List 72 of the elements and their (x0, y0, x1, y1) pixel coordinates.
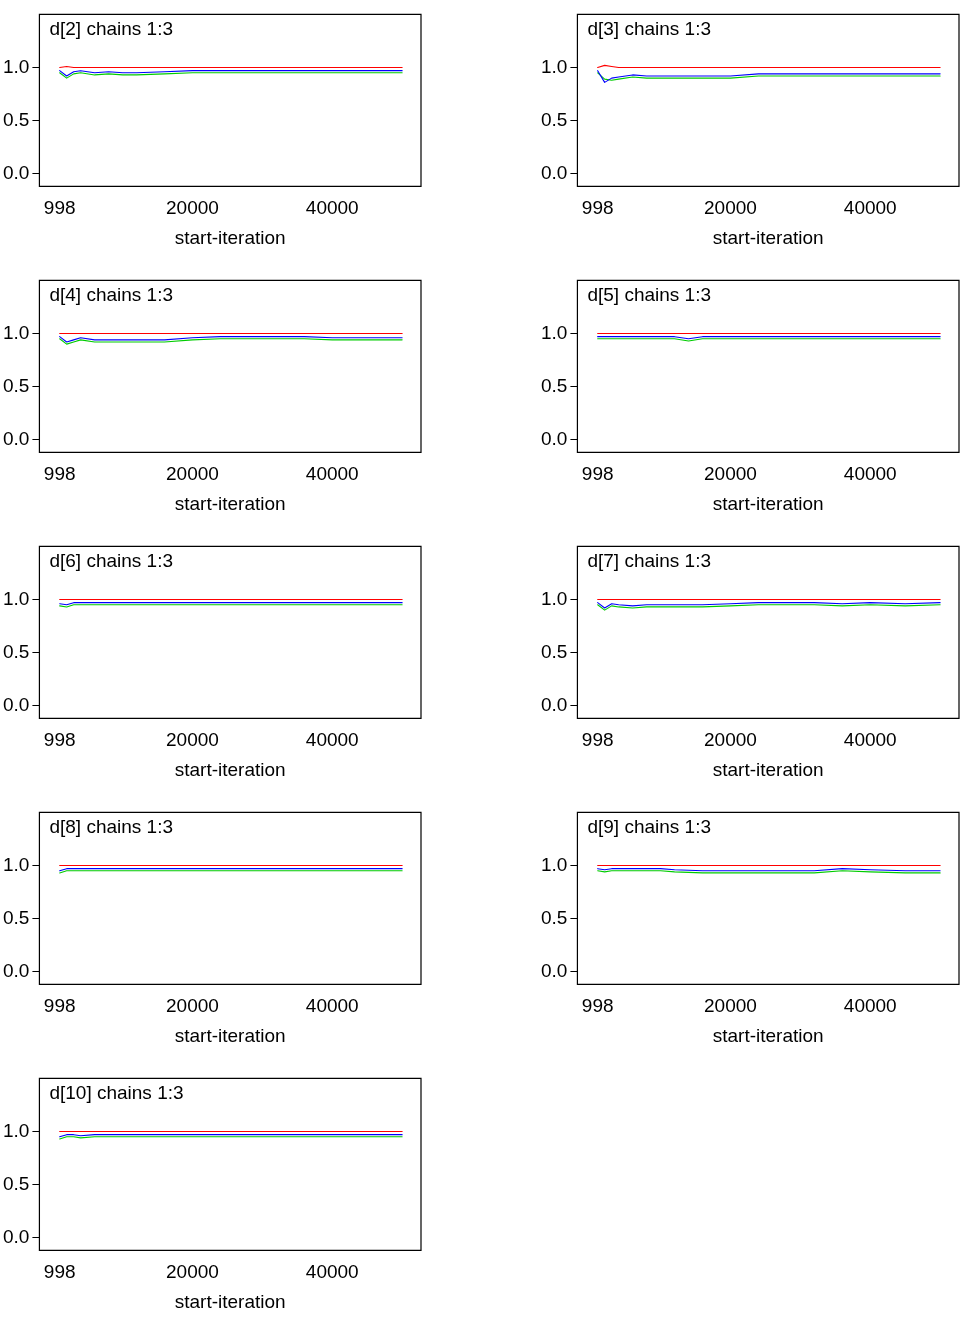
y-tick-label: 0.5 (540, 108, 568, 130)
y-tick-label: 1.0 (540, 853, 568, 875)
chart-title: d[7] chains 1:3 (587, 550, 712, 572)
y-tick-label: 1.0 (540, 321, 568, 343)
y-tick-label: 0.0 (540, 693, 568, 715)
y-tick-label: 0.5 (2, 1172, 30, 1194)
chart-title: d[3] chains 1:3 (587, 18, 712, 40)
y-tick-label: 0.0 (2, 427, 30, 449)
y-tick-label: 1.0 (540, 587, 568, 609)
x-tick-label: 40000 (305, 197, 359, 219)
y-tick-label: 0.5 (2, 108, 30, 130)
x-tick-label: 20000 (166, 463, 219, 485)
chart-title: d[8] chains 1:3 (49, 816, 174, 838)
x-tick-label: 40000 (843, 729, 897, 751)
x-axis-title: start-iteration (174, 1290, 286, 1312)
x-tick-label: 20000 (704, 729, 757, 751)
y-tick-label: 1.0 (540, 55, 568, 77)
y-tick-label: 1.0 (2, 587, 30, 609)
x-axis-title: start-iteration (174, 758, 286, 780)
x-axis-title: start-iteration (712, 492, 824, 514)
x-tick-label: 40000 (843, 995, 897, 1017)
y-tick-label: 0.0 (2, 161, 30, 183)
x-tick-label: 20000 (166, 995, 219, 1017)
y-tick-label: 1.0 (2, 55, 30, 77)
x-axis-title: start-iteration (174, 226, 286, 248)
x-tick-label: 20000 (704, 995, 757, 1017)
x-tick-label: 998 (581, 729, 614, 751)
x-tick-label: 998 (581, 995, 614, 1017)
y-tick-label: 0.0 (540, 427, 568, 449)
x-axis-title: start-iteration (174, 1024, 286, 1046)
y-tick-label: 1.0 (2, 853, 30, 875)
x-tick-label: 998 (43, 197, 76, 219)
y-tick-label: 1.0 (2, 321, 30, 343)
x-tick-label: 998 (581, 463, 614, 485)
x-tick-label: 40000 (843, 197, 897, 219)
x-tick-label: 20000 (166, 197, 219, 219)
x-tick-label: 20000 (704, 197, 757, 219)
x-axis-title: start-iteration (712, 226, 824, 248)
x-axis-title: start-iteration (174, 492, 286, 514)
y-tick-label: 0.5 (540, 906, 568, 928)
y-tick-label: 0.5 (540, 640, 568, 662)
chart-title: d[5] chains 1:3 (587, 284, 712, 306)
x-tick-label: 998 (581, 197, 614, 219)
y-tick-label: 1.0 (2, 1119, 30, 1141)
y-tick-label: 0.5 (2, 906, 30, 928)
x-tick-label: 40000 (305, 1261, 359, 1283)
y-tick-label: 0.5 (2, 374, 30, 396)
x-axis-title: start-iteration (712, 758, 824, 780)
y-tick-label: 0.0 (540, 959, 568, 981)
x-tick-label: 998 (43, 1261, 76, 1283)
chart-title: d[2] chains 1:3 (49, 18, 174, 40)
x-tick-label: 40000 (305, 729, 359, 751)
y-tick-label: 0.0 (2, 959, 30, 981)
y-tick-label: 0.0 (540, 161, 568, 183)
y-tick-label: 0.5 (2, 640, 30, 662)
x-tick-label: 40000 (843, 463, 897, 485)
x-tick-label: 20000 (166, 1261, 219, 1283)
chart-title: d[10] chains 1:3 (49, 1082, 184, 1104)
y-tick-label: 0.5 (540, 374, 568, 396)
x-tick-label: 20000 (704, 463, 757, 485)
x-tick-label: 40000 (305, 463, 359, 485)
x-axis-title: start-iteration (712, 1024, 824, 1046)
x-tick-label: 998 (43, 729, 76, 751)
x-tick-label: 20000 (166, 729, 219, 751)
x-tick-label: 998 (43, 995, 76, 1017)
y-tick-label: 0.0 (2, 1225, 30, 1247)
chart-title: d[6] chains 1:3 (49, 550, 174, 572)
x-tick-label: 998 (43, 463, 76, 485)
y-tick-label: 0.0 (2, 693, 30, 715)
x-tick-label: 40000 (305, 995, 359, 1017)
chart-title: d[9] chains 1:3 (587, 816, 712, 838)
chart-title: d[4] chains 1:3 (49, 284, 174, 306)
